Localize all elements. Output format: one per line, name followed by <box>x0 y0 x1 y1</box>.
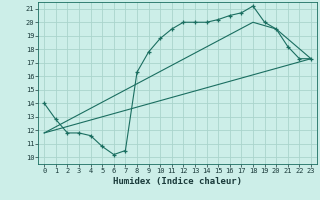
X-axis label: Humidex (Indice chaleur): Humidex (Indice chaleur) <box>113 177 242 186</box>
